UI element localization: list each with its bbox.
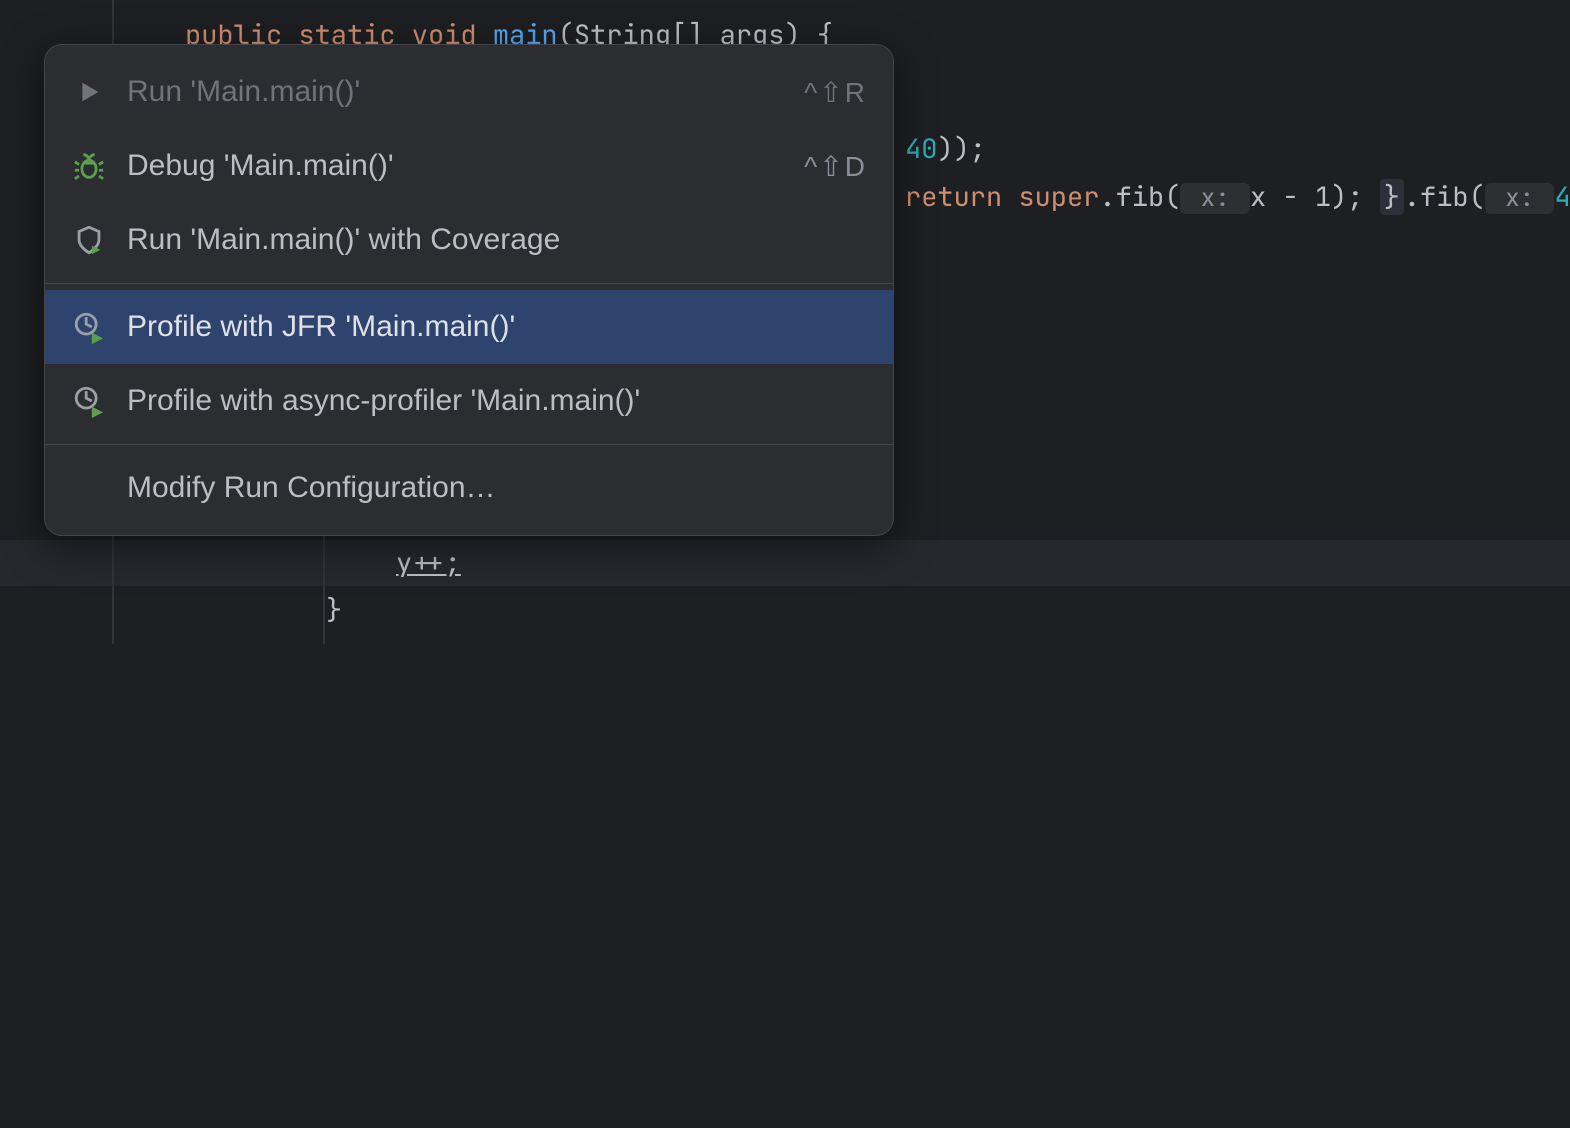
profiler-icon <box>71 383 107 419</box>
menu-shortcut: ^⇧D <box>804 150 867 183</box>
menu-separator <box>45 283 893 284</box>
menu-label: Profile with async-profiler 'Main.main()… <box>127 384 867 418</box>
shield-play-icon <box>71 222 107 258</box>
menu-item-profile-jfr[interactable]: Profile with JFR 'Main.main()' <box>45 290 893 364</box>
menu-separator <box>45 444 893 445</box>
menu-label: Modify Run Configuration… <box>127 471 867 505</box>
play-icon <box>71 74 107 110</box>
bug-icon <box>71 148 107 184</box>
code-line: return super.fib( x: x - 1); }.fib( x: 4 <box>905 174 1570 222</box>
editor-gutter <box>0 0 40 644</box>
menu-label: Run 'Main.main()' <box>127 75 784 109</box>
current-line-highlight <box>0 540 1570 586</box>
menu-shortcut: ^⇧R <box>804 76 867 109</box>
code-line: y++; <box>396 540 461 587</box>
run-gutter-icon[interactable] <box>5 24 31 50</box>
menu-item-profile-async[interactable]: Profile with async-profiler 'Main.main()… <box>45 364 893 438</box>
menu-label: Debug 'Main.main()' <box>127 149 784 183</box>
profiler-icon <box>71 309 107 345</box>
menu-item-modify-config[interactable]: Modify Run Configuration… <box>45 451 893 525</box>
run-context-menu: Run 'Main.main()' ^⇧R Debug 'Main.main()… <box>44 44 894 536</box>
spacer <box>71 470 107 506</box>
code-line: 40)); <box>905 126 986 173</box>
menu-item-run[interactable]: Run 'Main.main()' ^⇧R <box>45 55 893 129</box>
menu-item-debug[interactable]: Debug 'Main.main()' ^⇧D <box>45 129 893 203</box>
code-line: } <box>326 587 342 634</box>
menu-label: Run 'Main.main()' with Coverage <box>127 223 867 257</box>
menu-label: Profile with JFR 'Main.main()' <box>127 310 867 344</box>
menu-item-coverage[interactable]: Run 'Main.main()' with Coverage <box>45 203 893 277</box>
